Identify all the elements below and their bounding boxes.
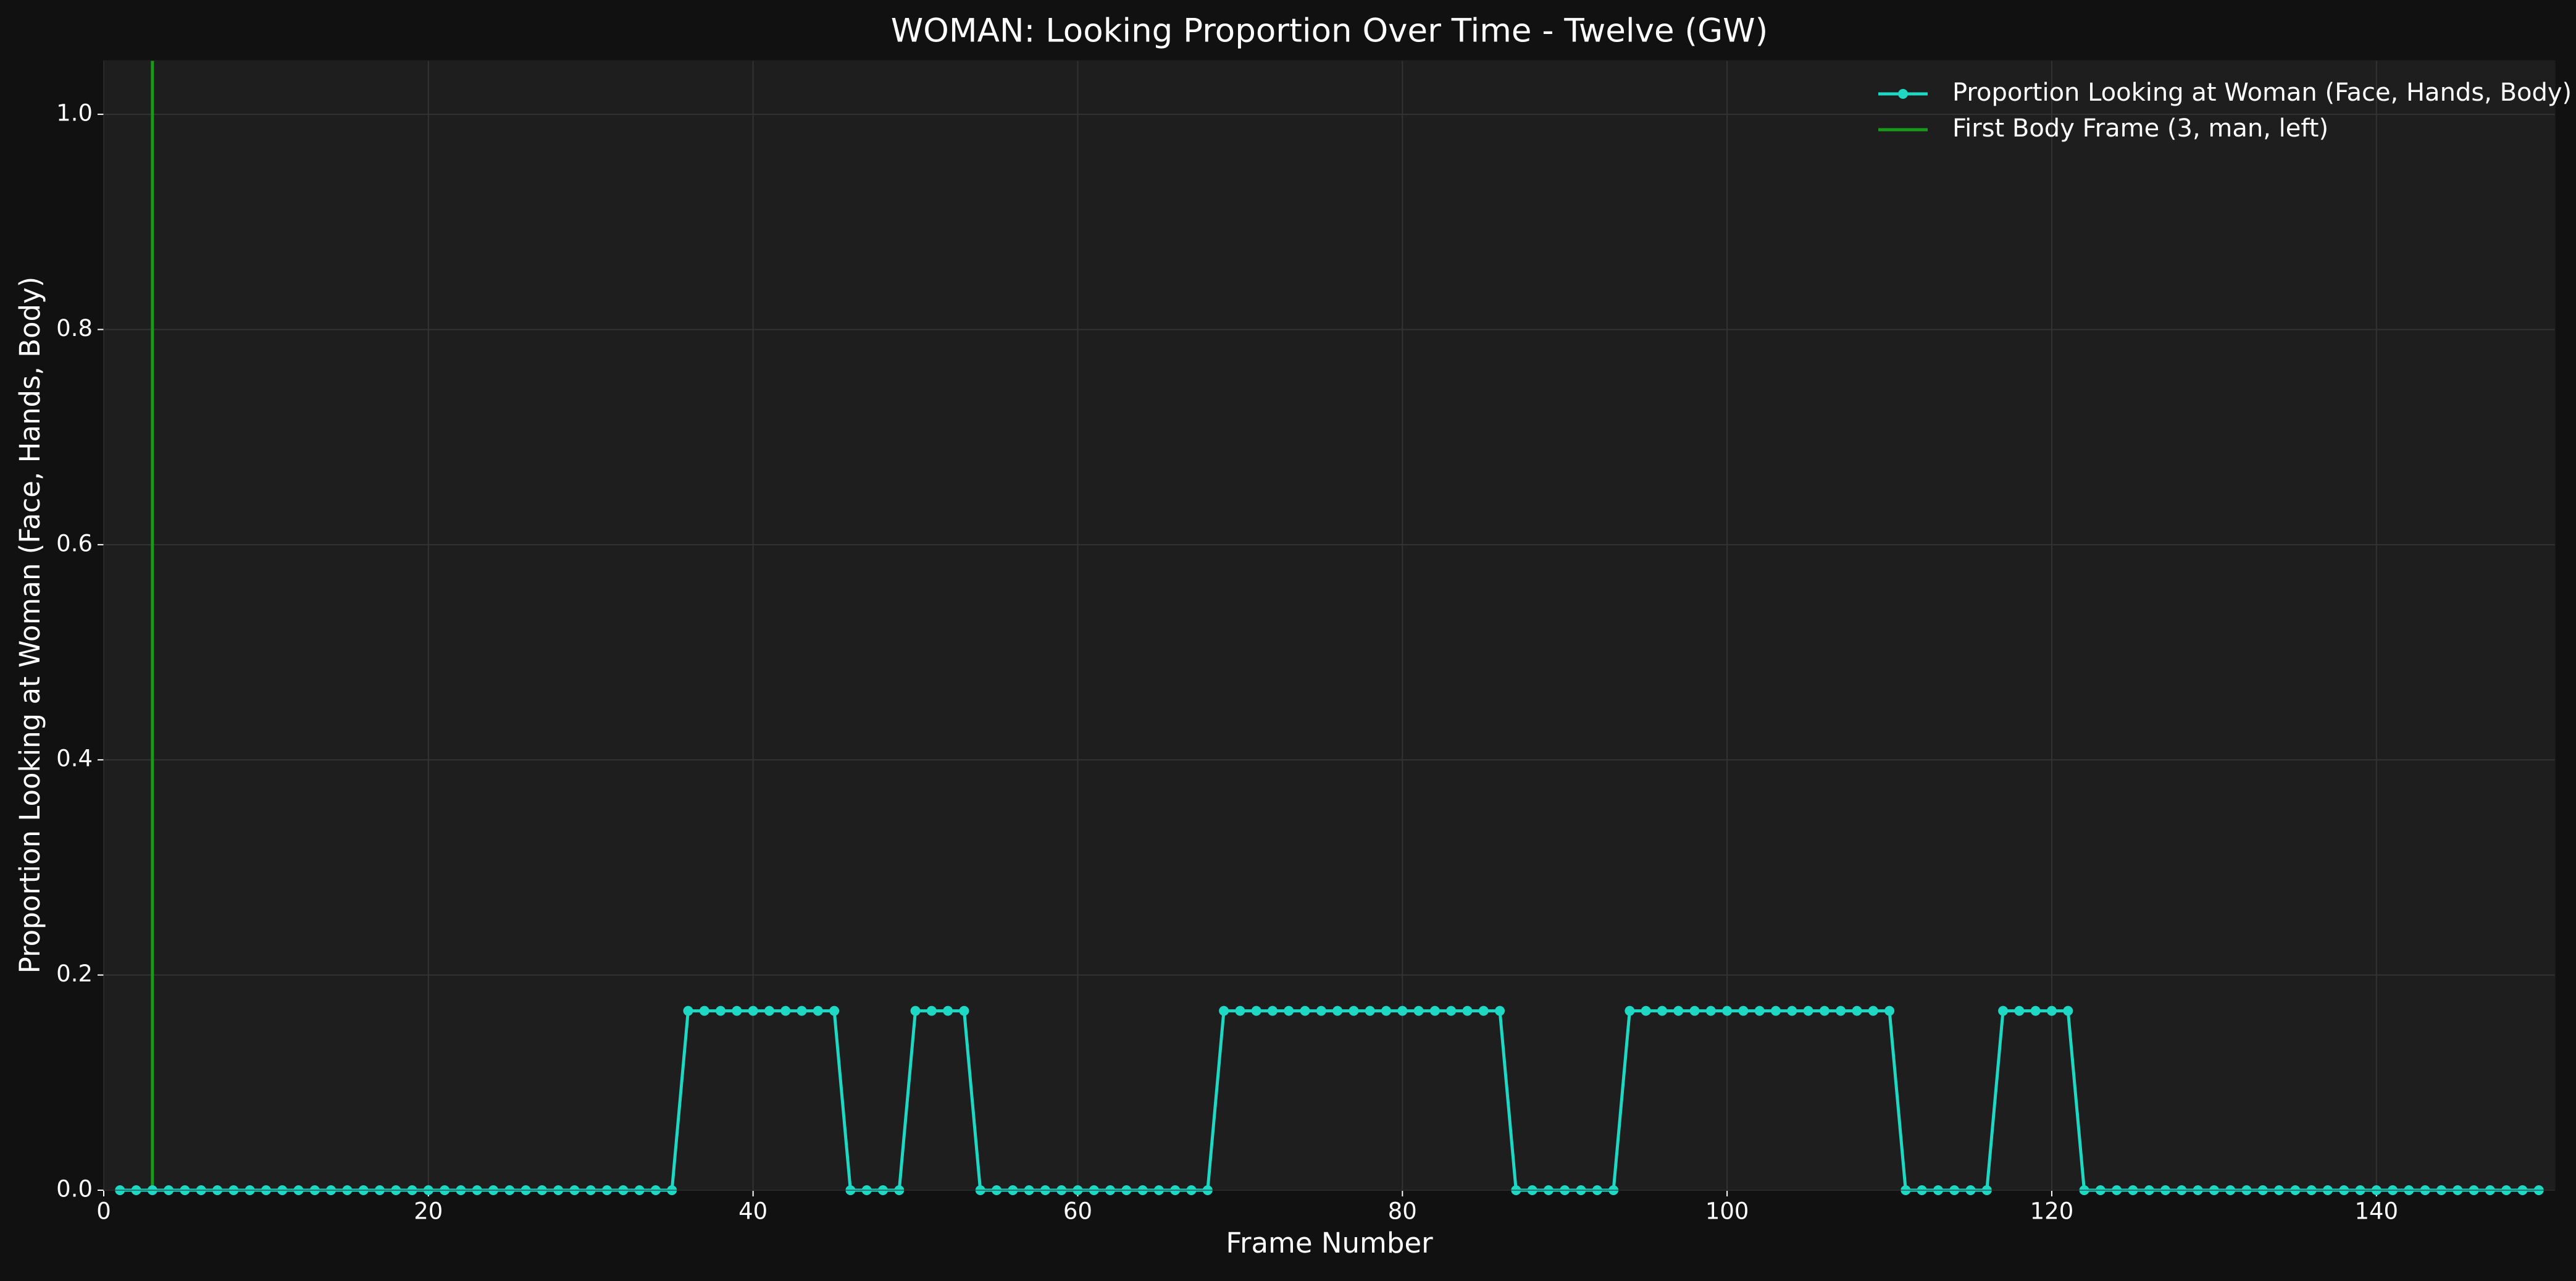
y-axis-label: Proportion Looking at Woman (Face, Hands… [14,277,46,974]
data-point [1365,1006,1375,1016]
data-point [1300,1006,1310,1016]
data-point [1478,1006,1489,1016]
data-point [1771,1006,1781,1016]
data-point [1284,1006,1294,1016]
data-point [732,1006,742,1016]
data-point [1219,1006,1229,1016]
data-point [1332,1006,1343,1016]
data-point [1705,1006,1716,1016]
data-point [780,1006,791,1016]
data-point [813,1006,823,1016]
data-point [1852,1006,1862,1016]
data-point [1657,1006,1667,1016]
data-point [683,1006,693,1016]
x-tick-label: 0 [96,1198,111,1225]
data-point [797,1006,807,1016]
data-point [1787,1006,1797,1016]
y-tick-label: 0.8 [56,315,93,342]
data-point [1251,1006,1261,1016]
data-point [1738,1006,1749,1016]
legend-marker [1898,89,1908,99]
data-point [1495,1006,1505,1016]
x-tick-label: 60 [1063,1198,1092,1225]
data-point [764,1006,774,1016]
data-point [2014,1006,2025,1016]
data-point [829,1006,840,1016]
data-point [1413,1006,1424,1016]
data-point [1868,1006,1878,1016]
data-point [1819,1006,1830,1016]
data-point [910,1006,921,1016]
data-point [1397,1006,1408,1016]
data-point [1462,1006,1473,1016]
legend-label: First Body Frame (3, man, left) [1952,114,2328,143]
data-point [1884,1006,1895,1016]
x-tick-label: 20 [414,1198,443,1225]
data-point [2046,1006,2057,1016]
x-axis-label: Frame Number [1226,1227,1433,1259]
y-tick-label: 0.6 [56,530,93,556]
data-point [1689,1006,1700,1016]
data-point [1998,1006,2009,1016]
chart-title: WOMAN: Looking Proportion Over Time - Tw… [891,12,1768,50]
y-tick-label: 1.0 [56,100,93,127]
x-tick-label: 140 [2354,1198,2398,1225]
x-tick-label: 80 [1388,1198,1417,1225]
data-point [943,1006,953,1016]
data-point [2030,1006,2041,1016]
y-tick-label: 0.4 [56,746,93,772]
data-point [1754,1006,1765,1016]
data-point [959,1006,969,1016]
data-point [1803,1006,1813,1016]
data-point [1429,1006,1440,1016]
data-point [1625,1006,1635,1016]
data-point [748,1006,758,1016]
data-point [1316,1006,1326,1016]
data-point [1641,1006,1651,1016]
data-point [1673,1006,1684,1016]
data-point [1722,1006,1733,1016]
data-point [716,1006,726,1016]
data-point [1381,1006,1392,1016]
y-tick-label: 0.2 [56,960,93,987]
plot-frame [103,60,2556,1191]
legend-label: Proportion Looking at Woman (Face, Hands… [1952,78,2572,107]
data-point [1836,1006,1846,1016]
data-point [1235,1006,1245,1016]
data-point [926,1006,937,1016]
data-point [1446,1006,1457,1016]
data-point [2063,1006,2073,1016]
plot-area [104,61,2555,1190]
y-tick-label: 0.0 [56,1176,93,1203]
data-point [699,1006,709,1016]
x-tick-label: 120 [2030,1198,2074,1225]
data-point [1349,1006,1359,1016]
data-point [1267,1006,1278,1016]
x-tick-label: 100 [1705,1198,1749,1225]
x-tick-label: 40 [738,1198,767,1225]
